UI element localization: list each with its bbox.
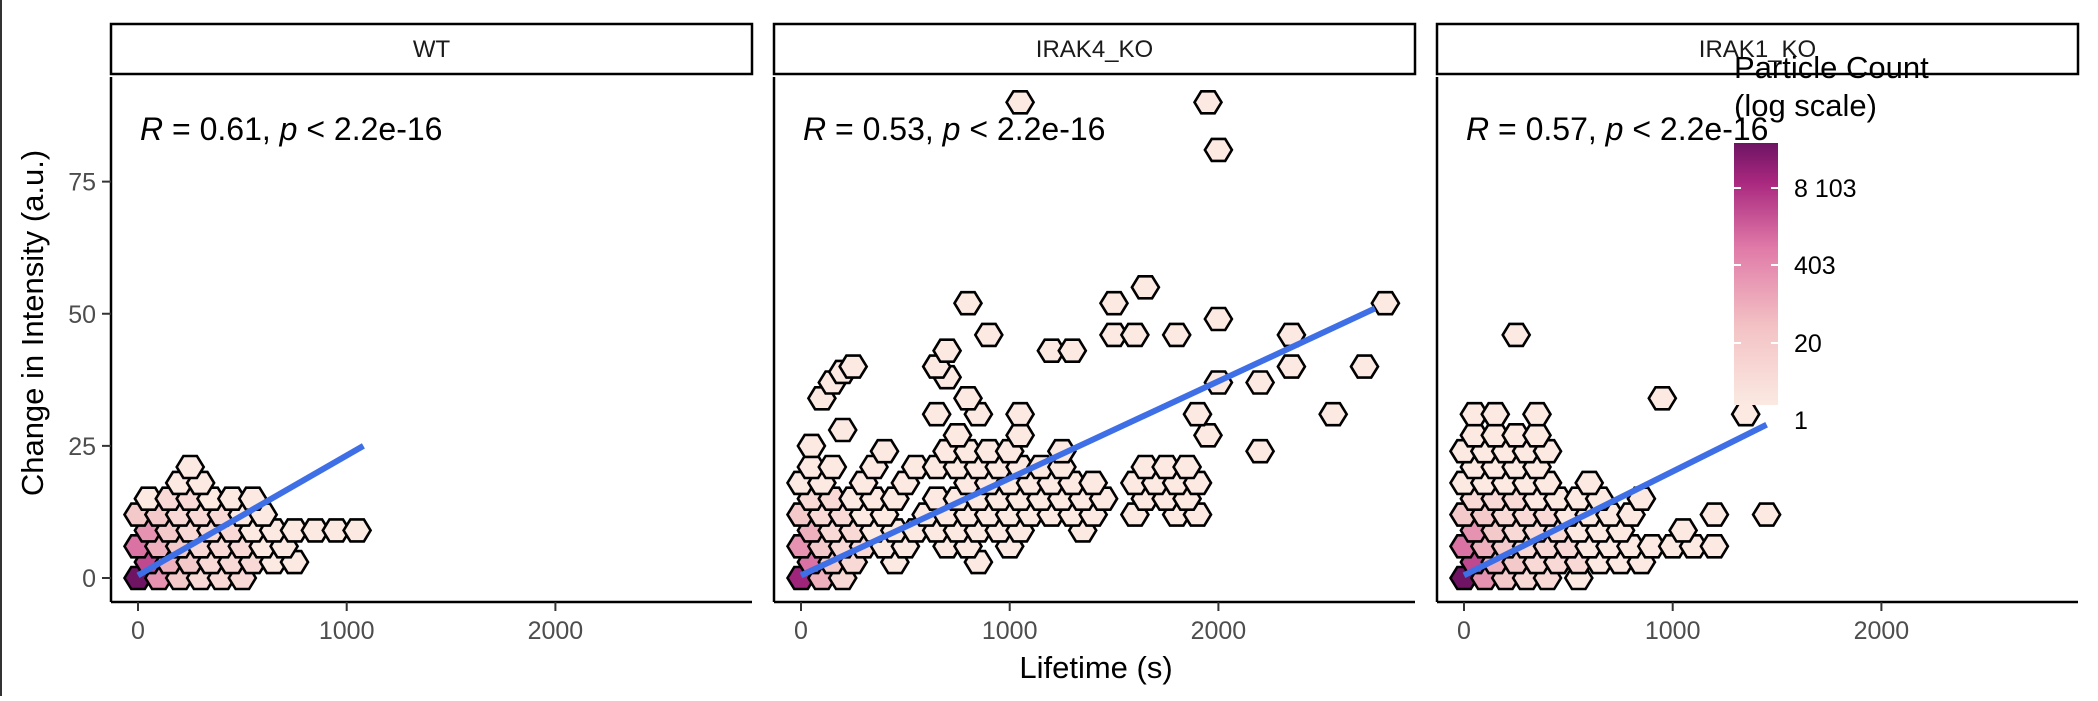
hexbin-cell <box>1098 290 1130 316</box>
hexbin-cell <box>942 422 973 448</box>
hexbin-cell <box>1699 502 1730 527</box>
hexbin-cell <box>952 385 984 411</box>
facet-strip <box>1435 22 2080 76</box>
hexbin-cell <box>817 454 848 480</box>
hexbin-cell <box>1276 354 1307 379</box>
hexbin-cell <box>827 417 858 443</box>
correlation-annotation: R = 0.57, p < 2.2e-16 <box>1466 111 1768 147</box>
hexbin-cell <box>1172 454 1203 480</box>
hexbin-cell <box>1203 306 1234 332</box>
hexbin-cell <box>1276 322 1307 348</box>
hexbin-cell <box>1245 438 1276 464</box>
legend-tick-label: 1 <box>1794 407 1808 435</box>
x-tick-label: 0 <box>794 617 808 645</box>
legend-tick-label: 8 103 <box>1794 175 1857 203</box>
hexbin-cell <box>1521 401 1553 427</box>
legend-tick-label: 20 <box>1794 330 1822 358</box>
x-axis-title: Lifetime (s) <box>1019 650 1172 685</box>
x-tick-label: 0 <box>131 617 145 645</box>
y-tick-label: 50 <box>68 301 96 329</box>
facet-panel-irak4-ko: IRAK4_KO 0 1000 2000 R = 0.53, p < 2.2e-16 <box>772 22 1417 645</box>
hexbin-cell <box>952 290 984 316</box>
hexbin-layer <box>1448 322 1782 591</box>
correlation-annotation: R = 0.61, p < 2.2e-16 <box>140 111 442 147</box>
x-tick-label: 2000 <box>528 617 584 645</box>
facet-panel-irak1-ko: IRAK1_KO 0 1000 2000 R = 0.57, p < 2.2e-16 <box>1435 22 2080 645</box>
regression-line <box>799 305 1377 579</box>
hexbin-layer <box>785 90 1401 591</box>
hexbin-cell <box>175 454 206 480</box>
x-tick-label: 0 <box>1457 617 1471 645</box>
y-tick-label: 75 <box>68 169 96 197</box>
hexbin-cell <box>1349 354 1380 379</box>
x-tick-label: 2000 <box>1191 617 1247 645</box>
hexbin-cell <box>1192 422 1224 448</box>
hexbin-cell <box>1161 322 1192 348</box>
hexbin-cell <box>869 438 900 464</box>
hexbin-cell <box>1005 401 1036 427</box>
hexbin-cell <box>1119 322 1150 348</box>
hexbin-cell <box>1245 370 1276 395</box>
correlation-annotation: R = 0.53, p < 2.2e-16 <box>803 111 1105 147</box>
hexbin-cell <box>1501 322 1532 348</box>
hexbin-cell <box>1130 274 1161 300</box>
hexbin-cell <box>796 433 827 459</box>
legend-ticks: 8 103 403 20 1 <box>1734 175 1857 435</box>
hexbin-cell <box>1192 90 1224 115</box>
regression-line <box>136 443 365 578</box>
facet-strip-label: IRAK4_KO <box>1036 36 1153 63</box>
y-tick-label: 25 <box>68 433 96 461</box>
hexbin-cell <box>973 322 1004 348</box>
legend: Particle Count (log scale) 8 103 403 20 1 <box>1734 50 1929 435</box>
hexbin-cell <box>342 518 373 543</box>
legend-title-line-1: Particle Count <box>1734 50 1929 85</box>
y-tick-label: 0 <box>82 565 96 593</box>
hexbin-cell <box>1370 290 1401 316</box>
legend-tick-label: 403 <box>1794 252 1836 280</box>
hexbin-cell <box>1480 401 1511 427</box>
hexbin-cell <box>1751 502 1782 527</box>
hexbin-cell <box>932 338 963 364</box>
hexbin-cell <box>1574 470 1605 496</box>
hexbin-cell <box>1730 401 1761 427</box>
facet-panel-wt: WT 0 1000 2000 0 25 50 75 R = 0.61, p < 2.2e-16 <box>68 22 754 645</box>
x-tick-label: 1000 <box>319 617 375 645</box>
regression-line <box>1462 422 1768 579</box>
facet-strip <box>772 22 1417 76</box>
x-tick-label: 1000 <box>1645 617 1701 645</box>
hexbin-cell <box>1182 401 1213 427</box>
hexbin-cell <box>1318 401 1349 427</box>
legend-colorbar <box>1734 143 1778 405</box>
hexbin-cell <box>1078 470 1109 496</box>
x-tick-label: 1000 <box>982 617 1038 645</box>
facet-strip <box>109 22 754 76</box>
hexbin-cell <box>1699 533 1730 559</box>
hexbin-cell <box>921 401 952 427</box>
hexbin-cell <box>1057 338 1088 364</box>
facet-strip-label: WT <box>413 36 451 63</box>
hexbin-cell <box>838 354 869 379</box>
legend-title-line-2: (log scale) <box>1734 88 1877 123</box>
facet-strip-label: IRAK1_KO <box>1699 36 1816 63</box>
hexbin-cell <box>1647 385 1678 411</box>
hexbin-cell <box>1521 422 1553 448</box>
y-axis-title: Change in Intensity (a.u.) <box>15 150 50 496</box>
hexbin-cell <box>1005 90 1036 115</box>
hexbin-cell <box>1203 137 1234 163</box>
x-tick-label: 2000 <box>1854 617 1910 645</box>
hexbin-cell <box>1005 422 1036 448</box>
hexbin-cell <box>1668 518 1699 543</box>
